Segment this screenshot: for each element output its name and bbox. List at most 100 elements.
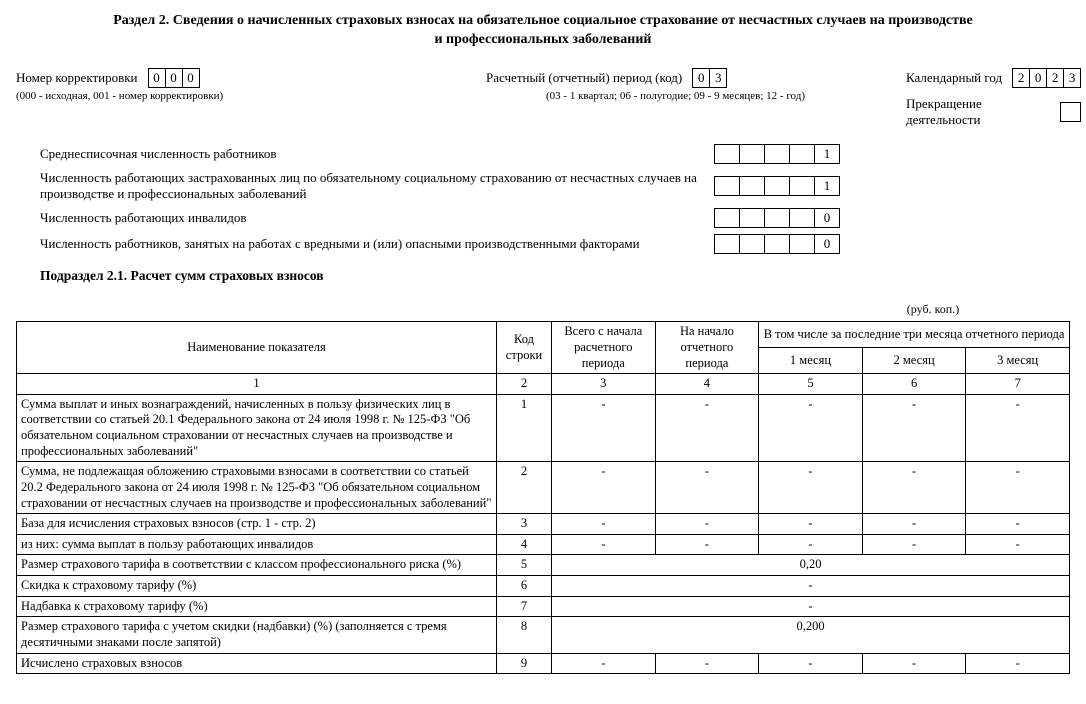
calc-table: Наименование показателя Код строки Всего… <box>16 321 1070 674</box>
th-name: Наименование показателя <box>17 322 497 374</box>
table-row: Сумма выплат и иных вознаграждений, начи… <box>17 394 1070 462</box>
cell: 0 <box>182 68 200 88</box>
cell: 0 <box>814 208 840 228</box>
section-title-line1: Раздел 2. Сведения о начисленных страхов… <box>113 13 973 28</box>
cell-value: - <box>966 534 1070 555</box>
cell-value: - <box>966 514 1070 535</box>
table-row: Размер страхового тарифа в соответствии … <box>17 555 1070 576</box>
cell-value: 0,200 <box>552 617 1070 653</box>
cell <box>789 234 815 254</box>
cell-code: 3 <box>497 514 552 535</box>
cell-value: - <box>655 462 759 514</box>
cell-code: 2 <box>497 462 552 514</box>
cell-value: - <box>862 394 966 462</box>
cell: 3 <box>1063 68 1081 88</box>
cell-value: - <box>655 653 759 674</box>
cell-value: - <box>966 653 1070 674</box>
cell <box>764 176 790 196</box>
cell-value: - <box>552 576 1070 597</box>
cell: 0 <box>165 68 183 88</box>
count-cells: 1 <box>714 176 840 196</box>
correction-cells: 000 <box>148 68 200 88</box>
cell-value: - <box>862 514 966 535</box>
cell-value: - <box>552 514 656 535</box>
cell-name: Сумма выплат и иных вознаграждений, начи… <box>17 394 497 462</box>
cell-code: 7 <box>497 596 552 617</box>
cell: 1 <box>814 176 840 196</box>
th-total: Всего с начала расчетного периода <box>552 322 656 374</box>
cell-value: - <box>759 653 863 674</box>
th-m2: 2 месяц <box>862 348 966 374</box>
cell <box>714 234 740 254</box>
cell-code: 1 <box>497 394 552 462</box>
cell-value: - <box>759 514 863 535</box>
cell-code: 9 <box>497 653 552 674</box>
count-row: Численность работающих застрахованных ли… <box>40 170 840 203</box>
section-title: Раздел 2. Сведения о начисленных страхов… <box>16 12 1070 50</box>
count-cells: 0 <box>714 208 840 228</box>
termination-box <box>1060 102 1081 122</box>
col-number: 1 <box>17 374 497 395</box>
table-row: Скидка к страховому тарифу (%)6- <box>17 576 1070 597</box>
cell-code: 8 <box>497 617 552 653</box>
col-number: 4 <box>655 374 759 395</box>
cell-value: - <box>759 534 863 555</box>
table-row: Исчислено страховых взносов9----- <box>17 653 1070 674</box>
th-last3: В том числе за последние три месяца отче… <box>759 322 1070 348</box>
count-cells: 1 <box>714 144 840 164</box>
cell-name: Сумма, не подлежащая обложению страховым… <box>17 462 497 514</box>
cell-value: - <box>759 462 863 514</box>
count-cells: 0 <box>714 234 840 254</box>
cell: 0 <box>814 234 840 254</box>
cell-value: - <box>862 462 966 514</box>
correction-hint: (000 - исходная, 001 - номер корректиров… <box>16 90 446 102</box>
cell-value: - <box>655 534 759 555</box>
cell: 1 <box>814 144 840 164</box>
cell <box>764 234 790 254</box>
cell: 2 <box>1012 68 1030 88</box>
col-number: 7 <box>966 374 1070 395</box>
cell <box>764 144 790 164</box>
calc-body: Сумма выплат и иных вознаграждений, начи… <box>17 394 1070 673</box>
cell-value: - <box>655 514 759 535</box>
th-code: Код строки <box>497 322 552 374</box>
count-label: Численность работников, занятых на работ… <box>40 236 702 252</box>
count-label: Численность работающих инвалидов <box>40 210 702 226</box>
year-label: Календарный год <box>906 70 1002 86</box>
col-number: 2 <box>497 374 552 395</box>
cell-name: База для исчисления страховых взносов (с… <box>17 514 497 535</box>
cell: 2 <box>1046 68 1064 88</box>
cell <box>714 208 740 228</box>
year-cells: 2023 <box>1012 68 1081 88</box>
cell-name: Размер страхового тарифа в соответствии … <box>17 555 497 576</box>
table-row: Сумма, не подлежащая обложению страховым… <box>17 462 1070 514</box>
cell: 0 <box>148 68 166 88</box>
cell-value: - <box>966 462 1070 514</box>
table-row: из них: сумма выплат в пользу работающих… <box>17 534 1070 555</box>
cell-code: 4 <box>497 534 552 555</box>
cell-value: - <box>552 462 656 514</box>
cell <box>789 176 815 196</box>
termination-label: Прекращение деятельности <box>906 96 1050 128</box>
cell-value: - <box>552 596 1070 617</box>
cell <box>739 176 765 196</box>
table-row: База для исчисления страховых взносов (с… <box>17 514 1070 535</box>
cell <box>789 144 815 164</box>
cell <box>714 144 740 164</box>
cell-value: - <box>552 653 656 674</box>
cell-value: - <box>966 394 1070 462</box>
cell-code: 6 <box>497 576 552 597</box>
cell-value: - <box>552 394 656 462</box>
correction-label: Номер корректировки <box>16 70 138 86</box>
cell-name: из них: сумма выплат в пользу работающих… <box>17 534 497 555</box>
cell <box>739 208 765 228</box>
period-hint: (03 - 1 квартал; 06 - полугодие; 09 - 9 … <box>546 90 866 102</box>
cell <box>764 208 790 228</box>
cell <box>739 234 765 254</box>
section-title-line2: и профессиональных заболеваний <box>434 32 651 47</box>
subsection-title: Подраздел 2.1. Расчет сумм страховых взн… <box>40 268 1070 284</box>
cell-name: Исчислено страховых взносов <box>17 653 497 674</box>
cell: 0 <box>1029 68 1047 88</box>
cell-code: 5 <box>497 555 552 576</box>
table-row: Надбавка к страховому тарифу (%)7- <box>17 596 1070 617</box>
